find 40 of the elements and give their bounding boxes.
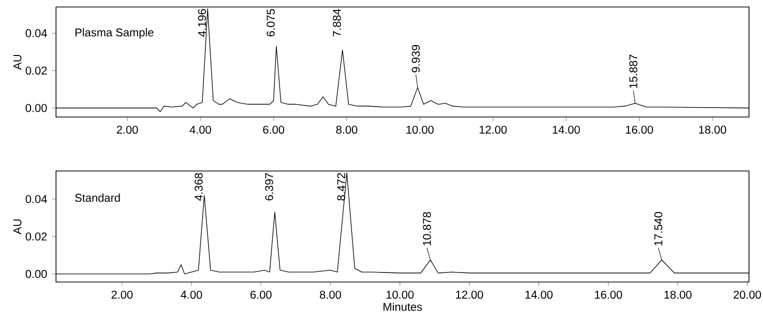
- text: Standard: [75, 193, 120, 202]
- annotation: 8.472: [337, 173, 346, 200]
- x-tick-label: 14.00: [552, 126, 580, 134]
- y-tick-label: 0.02: [26, 232, 47, 241]
- x-tick-label: 2.00: [116, 126, 138, 134]
- annotation: 6.397: [265, 173, 274, 200]
- x-tick-label: 20.00: [734, 290, 761, 299]
- y-tick-label: 0.04: [26, 29, 47, 38]
- annotation: 15.887: [629, 54, 638, 88]
- x-tick-label: 8.00: [336, 126, 358, 134]
- y-tick-label: 0.00: [26, 104, 47, 112]
- x-tick-label: 16.00: [594, 290, 622, 299]
- annotation: 7.884: [332, 8, 341, 36]
- x-tick-label: 18.00: [664, 290, 692, 299]
- x-tick-label: 4.00: [180, 290, 202, 299]
- x-tick-label: 16.00: [626, 126, 654, 134]
- x-axis-title: Minutes: [384, 302, 422, 311]
- x-tick-label: 10.00: [386, 290, 414, 299]
- annotation: 17.540: [654, 212, 662, 246]
- annotation: 6.075: [266, 9, 275, 36]
- x-tick-label: 12.00: [480, 126, 507, 134]
- x-tick-label: 14.00: [526, 290, 553, 299]
- x-tick-label: 6.00: [263, 126, 284, 134]
- y-tick-label: 0.00: [26, 270, 47, 278]
- annotation: 10.878: [422, 212, 431, 246]
- y-axis-title: AU: [14, 219, 22, 234]
- y-tick-label: 0.02: [26, 66, 47, 75]
- x-tick-label: 2.00: [112, 290, 133, 299]
- y-axis-title: AU: [14, 54, 22, 70]
- y-tick-label: 0.04: [26, 195, 47, 204]
- x-tick-label: 6.00: [250, 290, 272, 299]
- x-tick-label: 12.00: [456, 290, 484, 299]
- x-tick-label: 18.00: [699, 126, 726, 134]
- text: Plasma Sample: [76, 28, 154, 39]
- annotation: 4.368: [194, 173, 203, 201]
- x-tick-label: 10.00: [406, 126, 434, 134]
- annotation: 4.196: [198, 9, 206, 37]
- x-tick-label: 4.00: [190, 126, 212, 134]
- x-tick-label: 8.00: [320, 290, 342, 299]
- annotation: 9.939: [412, 45, 420, 72]
